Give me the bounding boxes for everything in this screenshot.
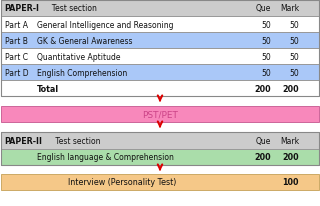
Text: English language & Comprehension: English language & Comprehension [37,153,174,162]
Text: Part D: Part D [5,68,28,77]
Bar [1,65,319,81]
Bar [1,81,319,97]
Text: Mark: Mark [280,4,299,13]
Text: 50: 50 [261,68,271,77]
Text: Part C: Part C [5,52,28,61]
Text: GK & General Awareness: GK & General Awareness [37,36,132,45]
Text: 50: 50 [261,36,271,45]
Text: Que: Que [256,136,271,145]
Text: English Comprehension: English Comprehension [37,68,127,77]
Text: 50: 50 [289,52,299,61]
Text: Que: Que [256,4,271,13]
Text: 100: 100 [283,178,299,187]
Text: 50: 50 [289,68,299,77]
Bar [1,49,319,65]
Text: Interview (Personality Test): Interview (Personality Test) [68,178,176,187]
Text: Part B: Part B [5,36,28,45]
Text: Mark: Mark [280,136,299,145]
Bar [1,0,319,17]
Text: PAPER-II: PAPER-II [4,136,42,145]
Text: Part A: Part A [5,20,28,29]
Bar [1,149,319,165]
Bar [1,33,319,49]
Text: General Intelligence and Reasoning: General Intelligence and Reasoning [37,20,173,29]
Bar [1,1,319,97]
Text: 200: 200 [254,153,271,162]
Bar [1,174,319,190]
Text: Test section: Test section [53,136,100,145]
Text: 200: 200 [254,84,271,93]
Text: 50: 50 [261,20,271,29]
Bar [1,107,319,122]
Text: Total: Total [37,84,59,93]
Text: Test section: Test section [47,4,97,13]
Text: Quantitative Aptitude: Quantitative Aptitude [37,52,121,61]
Text: 50: 50 [261,52,271,61]
Text: 50: 50 [289,20,299,29]
Text: 200: 200 [282,84,299,93]
Bar [1,132,319,149]
Bar [1,17,319,33]
Bar [1,132,319,165]
Text: 200: 200 [282,153,299,162]
Text: PST/PET: PST/PET [142,110,178,119]
Text: PAPER-I: PAPER-I [4,4,39,13]
Text: 50: 50 [289,36,299,45]
